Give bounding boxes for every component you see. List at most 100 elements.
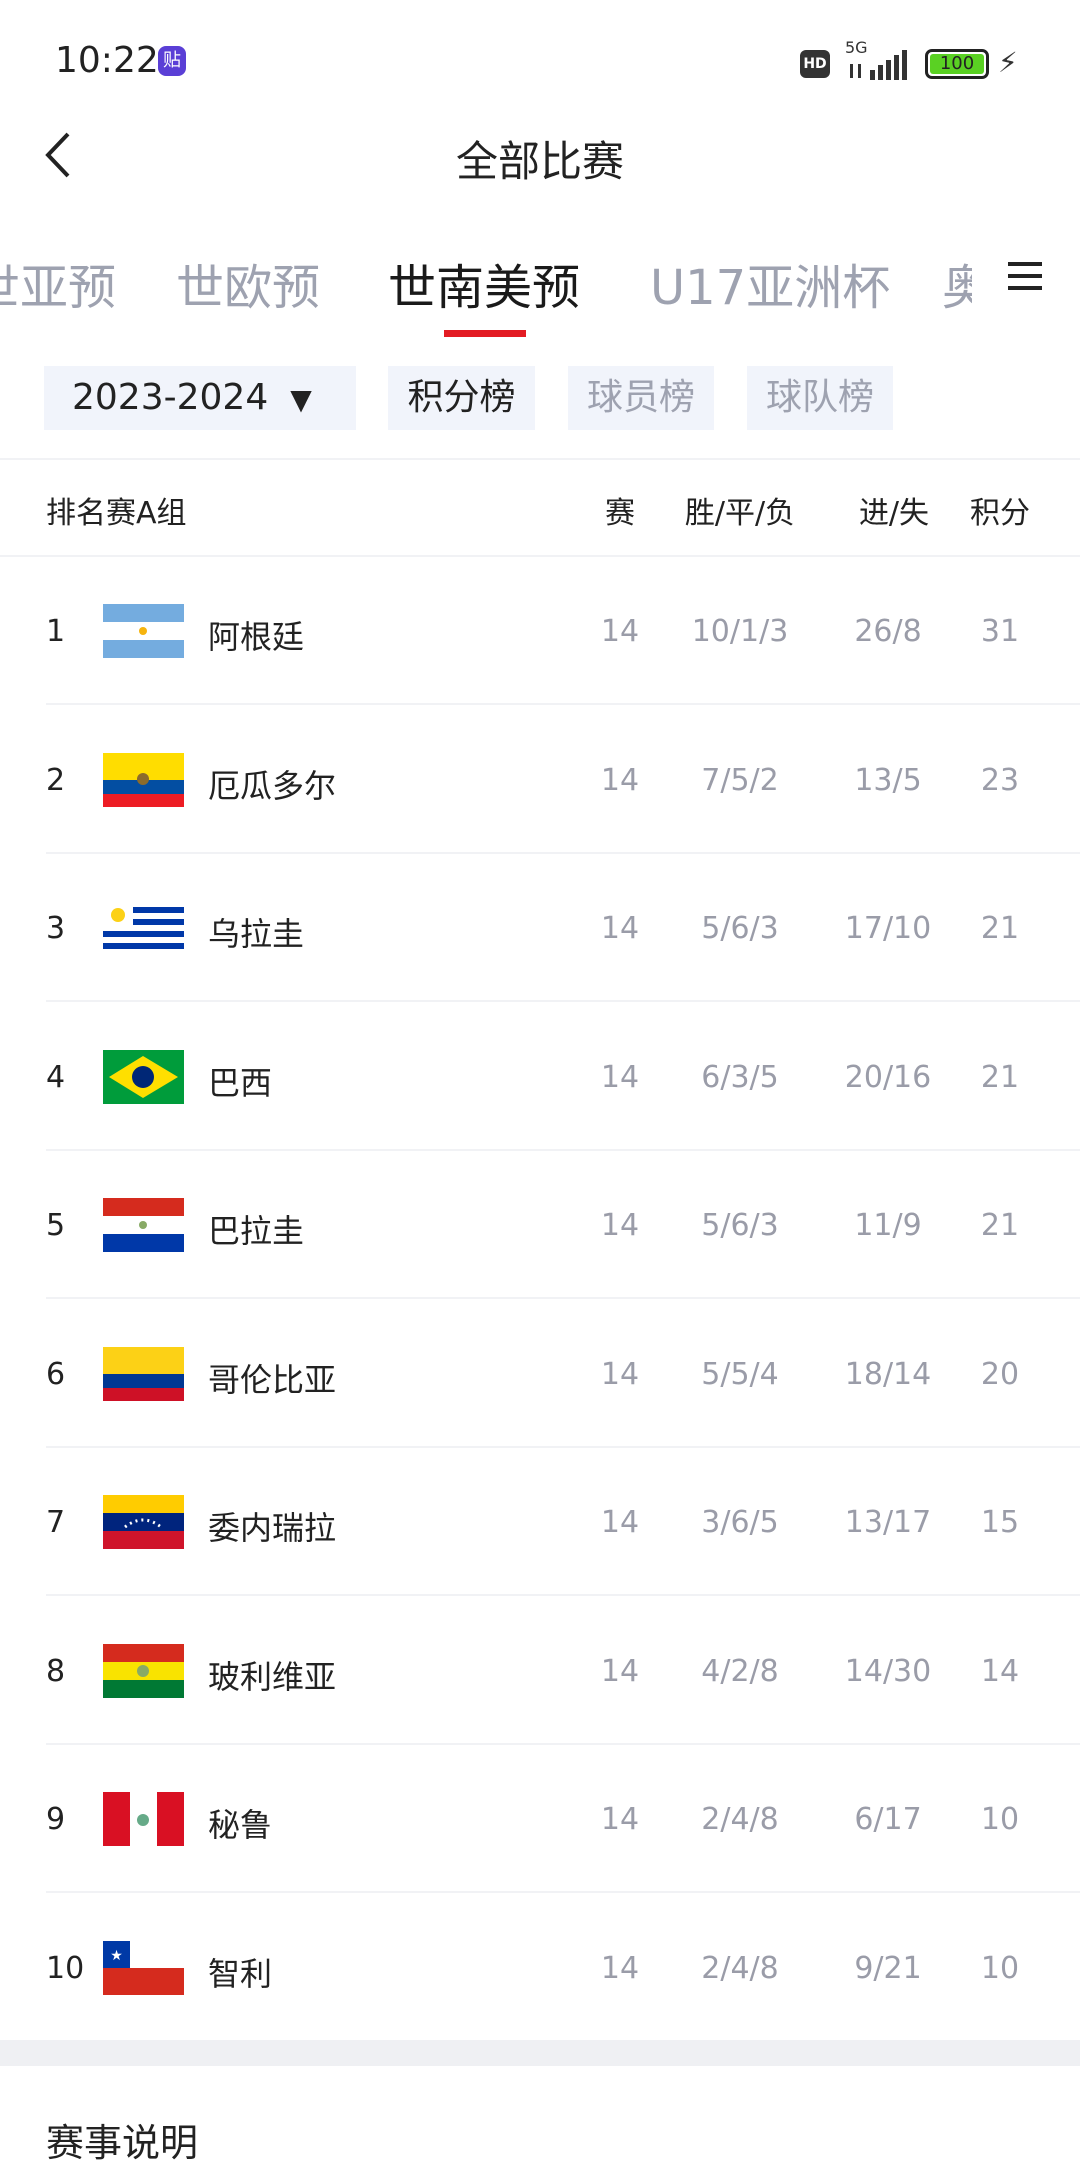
points: 14 <box>980 1653 1020 1689</box>
points: 10 <box>980 1950 1020 1986</box>
played: 14 <box>600 1356 640 1392</box>
uruguay-flag-icon <box>103 901 184 955</box>
battery-level: 100 <box>930 54 984 74</box>
signal-icon <box>850 50 907 80</box>
win-draw-loss: 6/3/5 <box>701 1059 779 1095</box>
team-name: 乌拉圭 <box>208 915 305 953</box>
status-bar: 10:22 贴 HD 5G 100 ⚡ <box>0 0 1080 130</box>
played: 14 <box>600 1950 640 1986</box>
played: 14 <box>600 1059 640 1095</box>
goals-for-against: 11/9 <box>854 1208 922 1243</box>
team-name: 哥伦比亚 <box>208 1360 337 1399</box>
goals-for-against: 20/16 <box>844 1059 932 1095</box>
table-row[interactable]: 10 ★ 智利 14 2/4/8 9/21 10 <box>0 1894 1080 2042</box>
dropdown-arrow-icon: ▼ <box>290 383 312 416</box>
peru-flag-icon <box>103 1792 184 1846</box>
win-draw-loss: 7/5/2 <box>701 762 779 798</box>
section-separator <box>0 2040 1080 2066</box>
table-row[interactable]: 8 玻利维亚 14 4/2/8 14/30 14 <box>0 1597 1080 1745</box>
win-draw-loss: 4/2/8 <box>701 1653 779 1689</box>
team-name: 厄瓜多尔 <box>208 766 337 805</box>
season-value: 2023-2024 <box>72 377 269 418</box>
standings-button[interactable]: 积分榜 <box>388 366 535 430</box>
player-rankings-button[interactable]: 球员榜 <box>568 366 714 430</box>
page-title: 全部比赛 <box>455 137 624 186</box>
team-name: 秘鲁 <box>208 1806 273 1844</box>
tab-south-america-qualifiers[interactable]: 世南美预 <box>388 260 581 316</box>
rank: 3 <box>46 911 66 946</box>
table-row[interactable]: 5 巴拉圭 14 5/6/3 11/9 21 <box>0 1151 1080 1299</box>
goals-for-against: 13/17 <box>844 1505 932 1540</box>
tab-asia-qualifiers[interactable]: 世亚预 <box>0 260 117 316</box>
points: 21 <box>980 1059 1020 1095</box>
section-title: 赛事说明 <box>46 2121 199 2165</box>
goals-for-against: 13/5 <box>854 762 922 798</box>
row-divider <box>46 1594 1080 1596</box>
rank: 10 <box>46 1950 85 1986</box>
win-draw-loss: 10/1/3 <box>691 614 789 649</box>
back-button[interactable] <box>40 130 80 180</box>
team-name: 巴拉圭 <box>208 1212 305 1250</box>
svg-text:★: ★ <box>110 1948 123 1964</box>
menu-icon[interactable] <box>1008 262 1042 292</box>
row-divider <box>46 1742 1080 1745</box>
goals-for-against: 18/14 <box>844 1356 932 1392</box>
col-points: 积分 <box>970 496 1030 531</box>
season-select[interactable]: 2023-2024 ▼ <box>44 366 356 430</box>
chile-flag-icon: ★ <box>103 1940 184 1995</box>
ecuador-flag-icon <box>103 752 184 807</box>
tab-europe-qualifiers[interactable]: 世欧预 <box>176 260 321 316</box>
win-draw-loss: 2/4/8 <box>701 1950 779 1986</box>
table-row[interactable]: 9 秘鲁 14 2/4/8 6/17 10 <box>0 1745 1080 1893</box>
rank: 5 <box>46 1208 66 1243</box>
table-row[interactable]: 4 巴西 14 6/3/5 20/16 21 <box>0 1003 1080 1151</box>
goals-for-against: 9/21 <box>854 1950 922 1986</box>
win-draw-loss: 5/6/3 <box>701 911 779 946</box>
rank: 8 <box>46 1653 66 1689</box>
charging-icon: ⚡ <box>998 46 1018 79</box>
played: 14 <box>600 1208 640 1243</box>
played: 14 <box>600 762 640 798</box>
team-name: 委内瑞拉 <box>208 1509 337 1547</box>
group-label: 排名赛A组 <box>46 496 187 531</box>
row-divider <box>46 1891 1080 1893</box>
played: 14 <box>600 1653 640 1689</box>
played: 14 <box>600 1802 640 1837</box>
rank: 9 <box>46 1802 66 1837</box>
venezuela-flag-icon <box>103 1495 184 1549</box>
col-goals: 进/失 <box>858 496 930 531</box>
divider <box>0 555 1080 557</box>
table-row[interactable]: 7 委内瑞拉 14 3/6/5 13/17 15 <box>0 1448 1080 1596</box>
team-name: 智利 <box>208 1954 273 1993</box>
row-divider <box>46 1148 1080 1151</box>
battery-icon: 100 <box>925 49 989 79</box>
table-row[interactable]: 6 哥伦比亚 14 5/5/4 18/14 20 <box>0 1300 1080 1448</box>
win-draw-loss: 2/4/8 <box>701 1802 779 1837</box>
team-name: 巴西 <box>208 1063 273 1102</box>
bolivia-flag-icon <box>103 1643 184 1698</box>
table-row[interactable]: 3 乌拉圭 14 5/6/3 17/10 21 <box>0 854 1080 1002</box>
table-row[interactable]: 1 阿根廷 14 10/1/3 26/8 31 <box>0 557 1080 705</box>
tab-u17-asian-cup[interactable]: U17亚洲杯 <box>650 260 891 316</box>
hd-icon: HD <box>800 50 830 78</box>
argentina-flag-icon <box>103 604 184 658</box>
points: 23 <box>980 762 1020 798</box>
rank: 7 <box>46 1505 66 1540</box>
col-played: 赛 <box>605 496 635 531</box>
played: 14 <box>600 1505 640 1540</box>
goals-for-against: 26/8 <box>854 614 922 649</box>
team-rankings-button[interactable]: 球队榜 <box>747 366 893 430</box>
table-row[interactable]: 2 厄瓜多尔 14 7/5/2 13/5 23 <box>0 706 1080 854</box>
row-divider <box>46 703 1080 705</box>
played: 14 <box>600 911 640 946</box>
col-wdl: 胜/平/负 <box>684 496 796 531</box>
clock: 10:22 <box>55 40 159 81</box>
win-draw-loss: 5/5/4 <box>701 1356 779 1392</box>
goals-for-against: 14/30 <box>844 1653 932 1689</box>
active-tab-indicator <box>444 330 526 337</box>
tab-olympics[interactable]: 奥 <box>942 260 972 316</box>
team-name: 玻利维亚 <box>208 1657 337 1696</box>
rank: 4 <box>46 1059 66 1095</box>
paraguay-flag-icon <box>103 1198 184 1252</box>
row-divider <box>46 851 1080 854</box>
